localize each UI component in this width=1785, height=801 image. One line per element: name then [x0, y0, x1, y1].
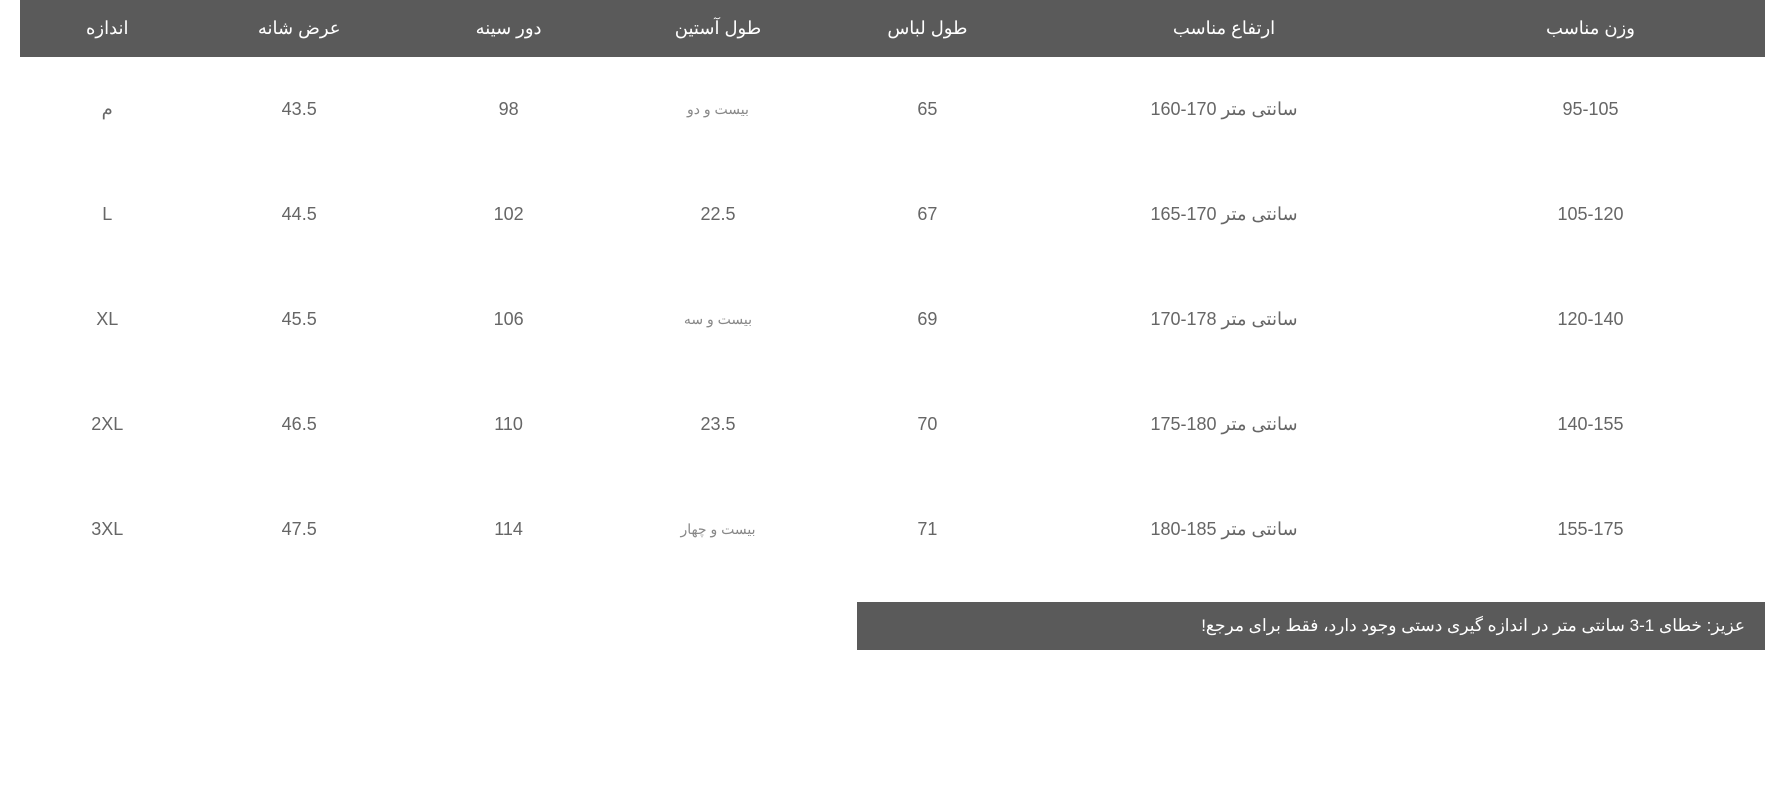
cell-weight: 95-105 [1416, 57, 1765, 162]
cell-sleeve: 23.5 [613, 372, 822, 477]
cell-weight: 140-155 [1416, 372, 1765, 477]
cell-sleeve: بیست و سه [613, 267, 822, 372]
cell-height: 160-170 سانتی متر [1032, 57, 1416, 162]
cell-size: م [20, 57, 195, 162]
cell-shoulder: 47.5 [195, 477, 404, 582]
cell-height: 175-180 سانتی متر [1032, 372, 1416, 477]
cell-shoulder: 43.5 [195, 57, 404, 162]
cell-length: 69 [823, 267, 1032, 372]
cell-size: XL [20, 267, 195, 372]
cell-size: 2XL [20, 372, 195, 477]
table-body: م43.598بیست و دو65160-170 سانتی متر95-10… [20, 57, 1765, 582]
cell-size: L [20, 162, 195, 267]
cell-bust: 102 [404, 162, 613, 267]
cell-height: 180-185 سانتی متر [1032, 477, 1416, 582]
cell-size: 3XL [20, 477, 195, 582]
table-header-row: اندازه عرض شانه دور سینه طول آستین طول ل… [20, 0, 1765, 57]
measurement-note: عزیز: خطای 1-3 سانتی متر در اندازه گیری … [857, 602, 1765, 650]
header-bust: دور سینه [404, 0, 613, 57]
cell-bust: 114 [404, 477, 613, 582]
cell-sleeve: بیست و دو [613, 57, 822, 162]
cell-weight: 120-140 [1416, 267, 1765, 372]
cell-shoulder: 44.5 [195, 162, 404, 267]
cell-shoulder: 46.5 [195, 372, 404, 477]
header-length: طول لباس [823, 0, 1032, 57]
cell-bust: 106 [404, 267, 613, 372]
cell-bust: 110 [404, 372, 613, 477]
cell-length: 67 [823, 162, 1032, 267]
size-chart-table: اندازه عرض شانه دور سینه طول آستین طول ل… [20, 0, 1765, 582]
cell-sleeve: بیست و چهار [613, 477, 822, 582]
header-sleeve: طول آستین [613, 0, 822, 57]
table-row: XL45.5106بیست و سه69170-178 سانتی متر120… [20, 267, 1765, 372]
cell-length: 65 [823, 57, 1032, 162]
header-weight: وزن مناسب [1416, 0, 1765, 57]
cell-weight: 105-120 [1416, 162, 1765, 267]
cell-height: 170-178 سانتی متر [1032, 267, 1416, 372]
header-height: ارتفاع مناسب [1032, 0, 1416, 57]
table-row: م43.598بیست و دو65160-170 سانتی متر95-10… [20, 57, 1765, 162]
table-row: 2XL46.511023.570175-180 سانتی متر140-155 [20, 372, 1765, 477]
cell-length: 70 [823, 372, 1032, 477]
cell-length: 71 [823, 477, 1032, 582]
header-size: اندازه [20, 0, 195, 57]
table-row: L44.510222.567165-170 سانتی متر105-120 [20, 162, 1765, 267]
cell-bust: 98 [404, 57, 613, 162]
table-row: 3XL47.5114بیست و چهار71180-185 سانتی متر… [20, 477, 1765, 582]
cell-height: 165-170 سانتی متر [1032, 162, 1416, 267]
cell-weight: 155-175 [1416, 477, 1765, 582]
cell-sleeve: 22.5 [613, 162, 822, 267]
header-shoulder: عرض شانه [195, 0, 404, 57]
cell-shoulder: 45.5 [195, 267, 404, 372]
